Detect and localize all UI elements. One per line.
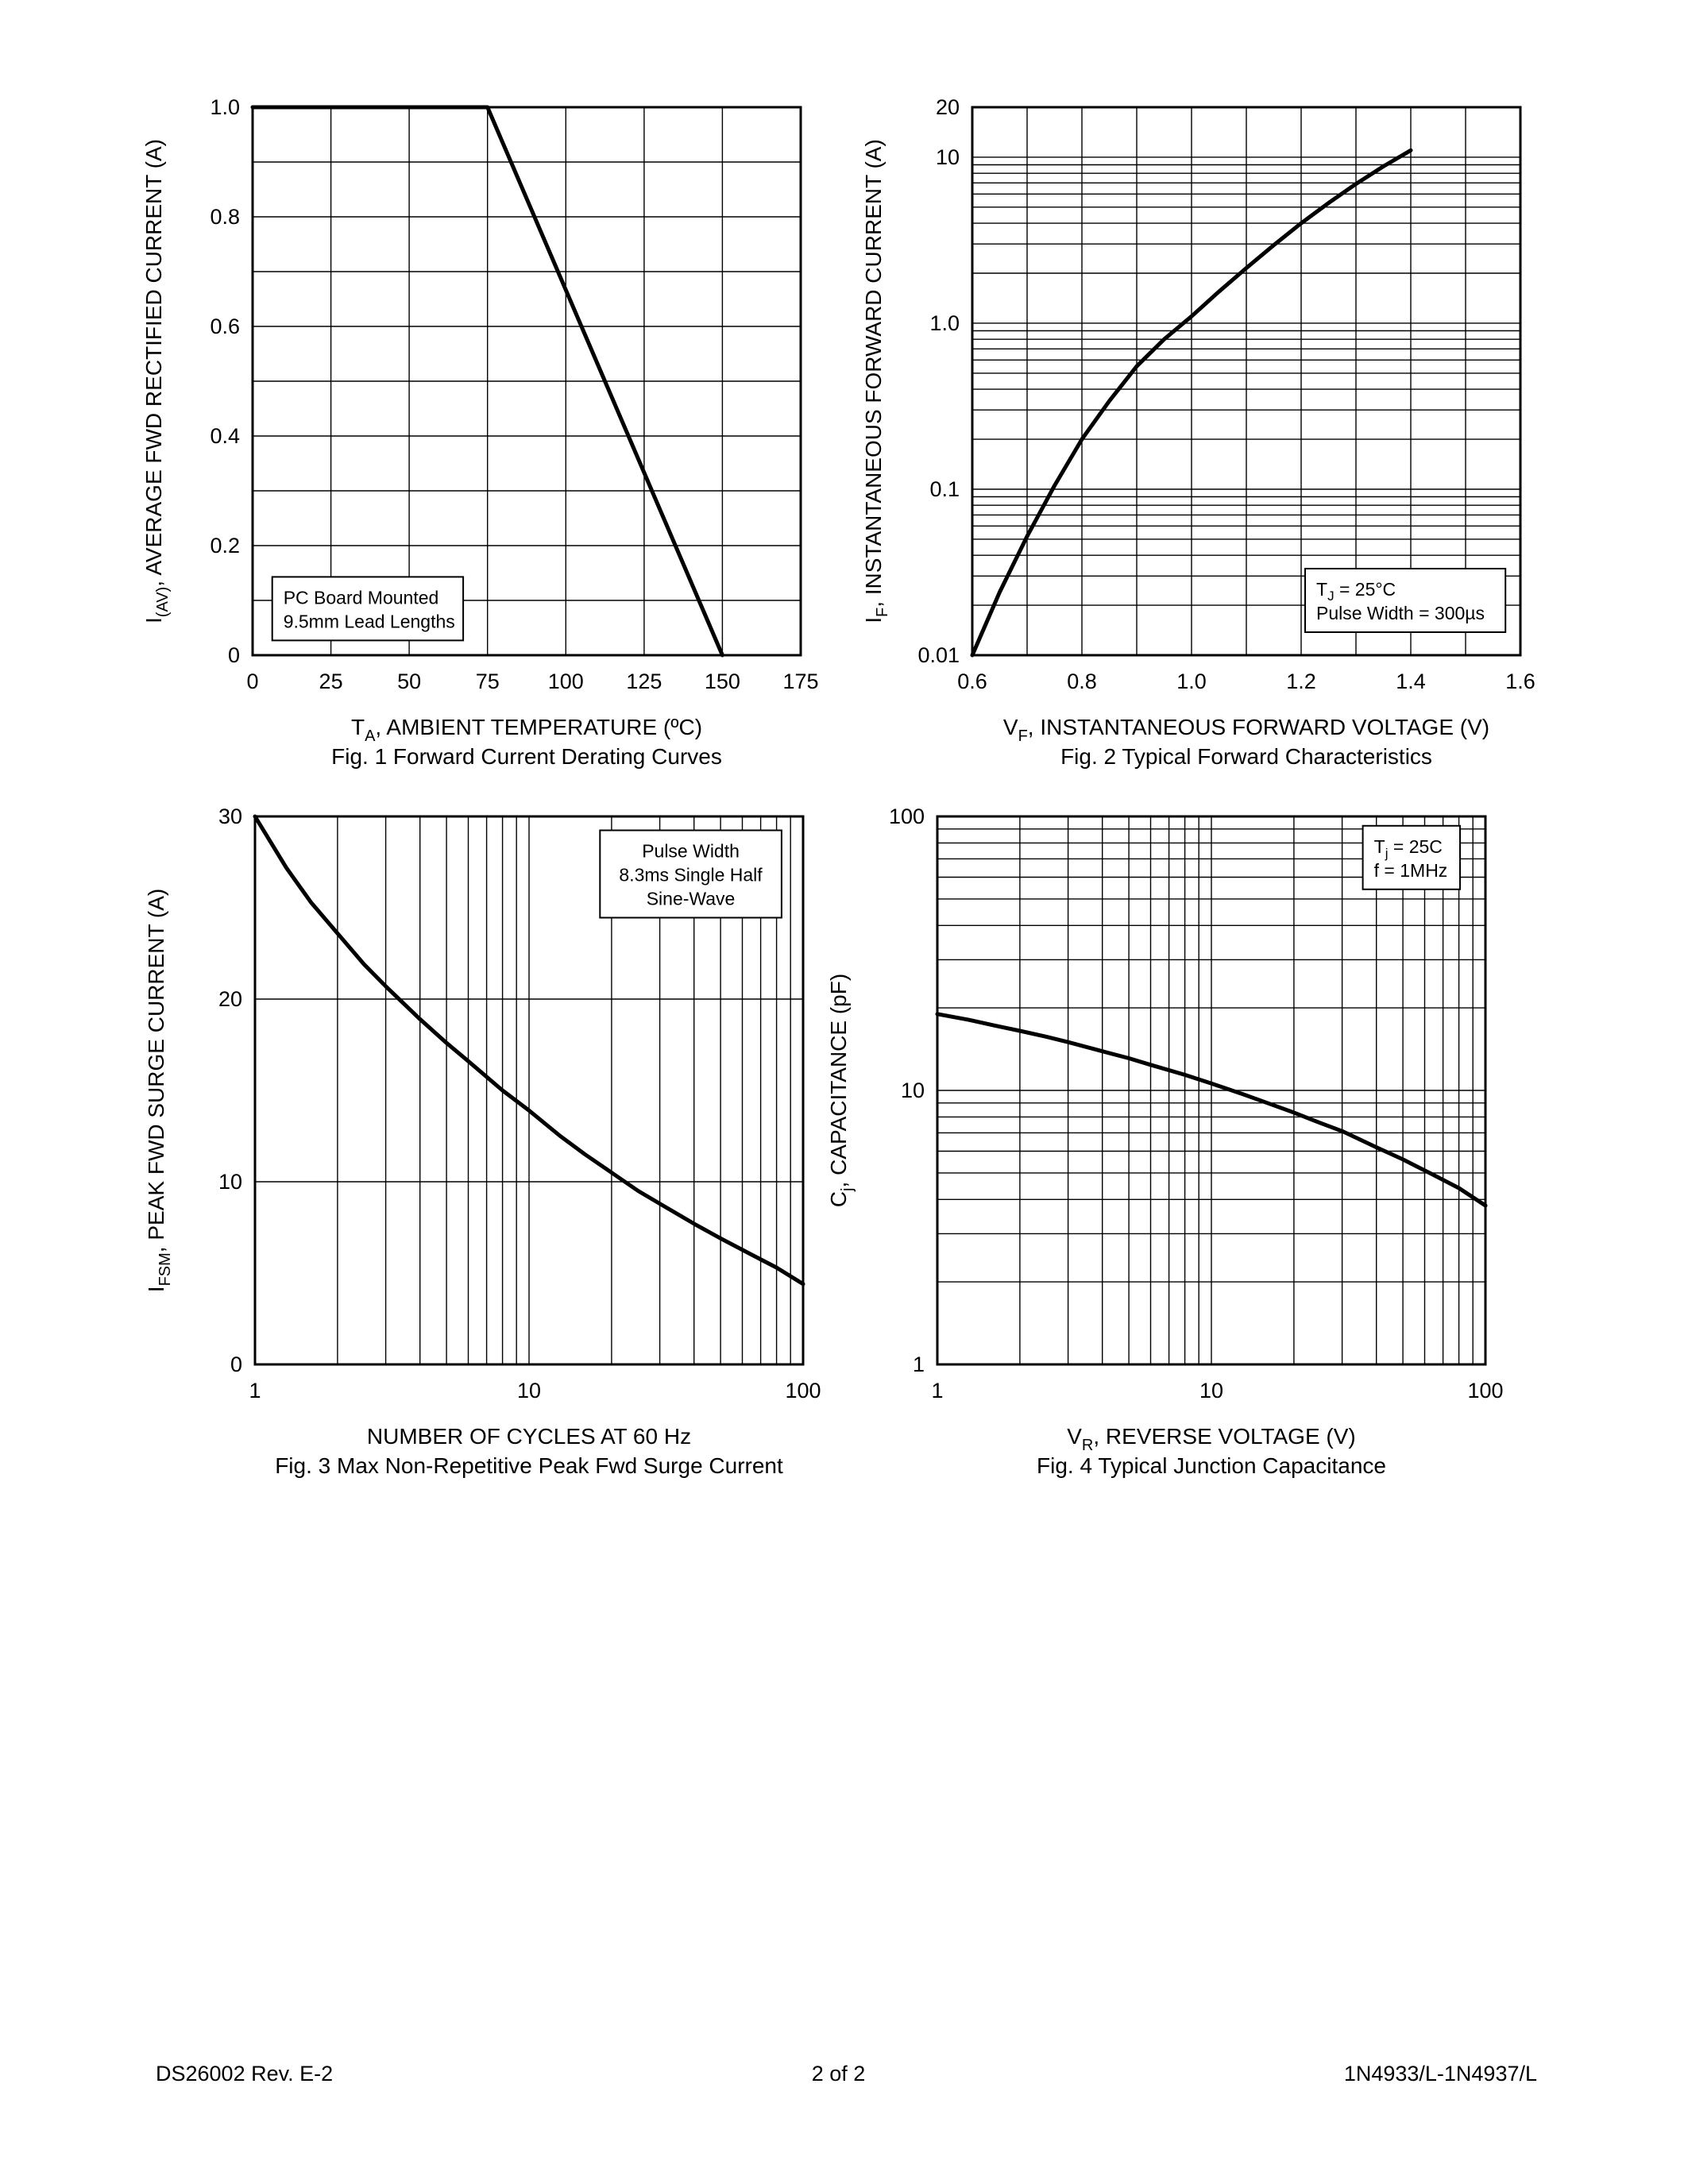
y-tick-label: 10 bbox=[936, 145, 960, 169]
tick-labels: 0.6 0.8 1.0 1.2 1.4 1.6 20 10 1.0 0.1 0.01 bbox=[917, 95, 1535, 693]
annotation-line: 9.5mm Lead Lengths bbox=[284, 611, 455, 631]
curve-forward-characteristic bbox=[970, 148, 1413, 658]
figure-caption: Fig. 1 Forward Current Derating Curves bbox=[331, 744, 722, 769]
y-tick-label: 10 bbox=[901, 1078, 925, 1102]
plot-frame bbox=[251, 106, 802, 657]
fig4-chart: 1 10 100 1 10 100 VR, REVERSE VOLTAGE (V) Cj, C… bbox=[826, 805, 1504, 1478]
y-tick-label: 100 bbox=[889, 805, 925, 828]
x-tick-label: 1.4 bbox=[1396, 669, 1426, 693]
y-tick-label: 0.6 bbox=[210, 314, 240, 338]
annotation-box: PC Board Mounted 9.5mm Lead Lengths bbox=[271, 576, 465, 642]
x-tick-label: 1.6 bbox=[1505, 669, 1535, 693]
y-tick-label: 1 bbox=[913, 1352, 925, 1376]
x-tick-label: 175 bbox=[782, 669, 818, 693]
footer-doc-id: DS26002 Rev. E-2 bbox=[156, 2062, 334, 2086]
annotation-line: f = 1MHz bbox=[1374, 860, 1448, 881]
annotation-line: Sine-Wave bbox=[647, 888, 736, 909]
y-tick-label: 0 bbox=[228, 643, 240, 667]
fig2-chart: 0.6 0.8 1.0 1.2 1.4 1.6 20 10 1.0 0.1 0.01 VF, INST… bbox=[861, 95, 1535, 769]
y-tick-label: 30 bbox=[218, 805, 242, 828]
x-tick-label: 1.2 bbox=[1286, 669, 1316, 693]
y-tick-label: 10 bbox=[218, 1170, 242, 1194]
page-footer: DS26002 Rev. E-2 2 of 2 1N4933/L-1N4937/… bbox=[0, 2062, 1688, 2086]
x-tick-label: 50 bbox=[397, 669, 421, 693]
plot-frame bbox=[253, 815, 805, 1366]
annotation-line: Pulse Width = 300µs bbox=[1316, 603, 1485, 623]
plot-frame bbox=[936, 815, 1487, 1366]
annotation-line: 8.3ms Single Half bbox=[619, 864, 763, 885]
y-tick-label: 0 bbox=[230, 1352, 242, 1376]
x-tick-label: 100 bbox=[785, 1379, 821, 1403]
y-tick-label: 0.8 bbox=[210, 205, 240, 229]
curve-junction-capacitance bbox=[935, 1012, 1488, 1208]
x-tick-label: 1 bbox=[931, 1379, 943, 1403]
x-tick-label: 10 bbox=[1199, 1379, 1223, 1403]
y-tick-label: 1.0 bbox=[210, 95, 240, 119]
x-axis-title: VF, INSTANTANEOUS FORWARD VOLTAGE (V) bbox=[1003, 715, 1489, 745]
x-axis-title: TA, AMBIENT TEMPERATURE (ºC) bbox=[351, 715, 702, 745]
x-tick-label: 100 bbox=[1467, 1379, 1503, 1403]
y-tick-label: 1.0 bbox=[929, 311, 960, 335]
curve-derating-curve bbox=[250, 105, 724, 658]
y-tick-label: 0.01 bbox=[917, 643, 960, 667]
y-tick-label: 0.4 bbox=[210, 424, 240, 448]
x-tick-label: 150 bbox=[705, 669, 740, 693]
grid bbox=[937, 816, 1486, 1365]
x-tick-label: 25 bbox=[319, 669, 343, 693]
y-tick-label: 20 bbox=[218, 987, 242, 1011]
y-axis-title: IFSM, PEAK FWD SURGE CURRENT (A) bbox=[144, 889, 174, 1292]
y-tick-label: 0.1 bbox=[929, 477, 960, 501]
x-axis-title: VR, REVERSE VOLTAGE (V) bbox=[1067, 1424, 1356, 1454]
tick-labels: 0 25 50 75 100 125 150 175 0 0.2 0.4 0.6 0.8 1.0 bbox=[210, 95, 818, 693]
x-axis-title: NUMBER OF CYCLES AT 60 Hz bbox=[367, 1424, 691, 1449]
plot-frame bbox=[971, 106, 1522, 657]
figure-caption: Fig. 4 Typical Junction Capacitance bbox=[1037, 1453, 1386, 1478]
annotation-line: TJ = 25°C bbox=[1316, 579, 1396, 604]
figure-caption: Fig. 3 Max Non-Repetitive Peak Fwd Surge… bbox=[275, 1453, 783, 1478]
x-tick-label: 0.6 bbox=[957, 669, 987, 693]
y-axis-title: Cj, CAPACITANCE (pF) bbox=[826, 974, 856, 1207]
fig3-chart: 1 10 100 0 10 20 30 NUMBER OF CYCLES AT 60 Hz IF… bbox=[144, 805, 821, 1478]
x-tick-label: 100 bbox=[548, 669, 584, 693]
x-tick-label: 10 bbox=[517, 1379, 541, 1403]
x-tick-label: 75 bbox=[476, 669, 500, 693]
annotation-line: Pulse Width bbox=[642, 840, 740, 861]
y-tick-label: 20 bbox=[936, 95, 960, 119]
x-tick-label: 0 bbox=[246, 669, 258, 693]
figure-caption: Fig. 2 Typical Forward Characteristics bbox=[1060, 744, 1432, 769]
annotation-line: PC Board Mounted bbox=[284, 587, 439, 608]
grid bbox=[252, 106, 802, 656]
x-tick-label: 1.0 bbox=[1176, 669, 1207, 693]
y-axis-title: I(AV), AVERAGE FWD RECTIFIED CURRENT (A) bbox=[141, 139, 172, 623]
tick-labels: 1 10 100 1 10 100 bbox=[889, 805, 1504, 1403]
x-tick-label: 1 bbox=[249, 1379, 261, 1403]
x-tick-label: 125 bbox=[626, 669, 662, 693]
fig1-chart: 0 25 50 75 100 125 150 175 0 0.2 0.4 0.6 0.8 1.0 TA, A… bbox=[141, 95, 819, 769]
annotation-line: Tj = 25C bbox=[1374, 836, 1443, 861]
tick-labels: 1 10 100 0 10 20 30 bbox=[218, 805, 821, 1403]
footer-page-number: 2 of 2 bbox=[811, 2062, 866, 2086]
x-tick-label: 0.8 bbox=[1067, 669, 1097, 693]
curve-surge-current bbox=[253, 814, 805, 1287]
footer-part-numbers: 1N4933/L-1N4937/L bbox=[1343, 2062, 1537, 2086]
annotation-box: Pulse Width 8.3ms Single Half Sine-Wave bbox=[599, 829, 782, 919]
y-axis-title: IF, INSTANTANEOUS FORWARD CURRENT (A) bbox=[861, 139, 891, 623]
y-tick-label: 0.2 bbox=[210, 534, 240, 558]
